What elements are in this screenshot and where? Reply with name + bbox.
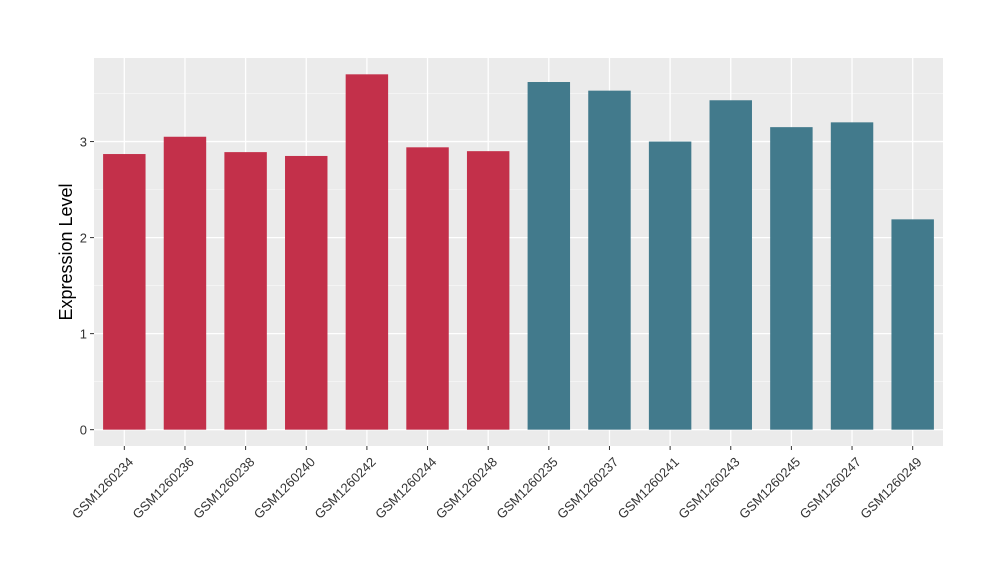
x-tick-label: GSM1260241 (615, 454, 682, 521)
bar (527, 82, 571, 430)
y-tick-label: 2 (80, 231, 87, 246)
x-tick-label: GSM1260238 (190, 454, 257, 521)
x-tick-label: GSM1260245 (736, 454, 803, 521)
x-tick-label: GSM1260234 (69, 454, 136, 521)
bar (224, 152, 267, 430)
x-tick-label: GSM1260248 (433, 454, 500, 521)
y-axis-title: Expression Level (56, 183, 76, 320)
bar (648, 141, 692, 430)
x-tick-label: GSM1260247 (797, 454, 864, 521)
x-tick-label: GSM1260244 (372, 454, 439, 521)
bar (103, 154, 146, 430)
bar (588, 90, 631, 430)
bars (103, 74, 934, 430)
bar (285, 155, 328, 430)
x-tick-label: GSM1260242 (311, 454, 378, 521)
bar (345, 74, 389, 430)
x-tick-label: GSM1260240 (251, 454, 318, 521)
x-tick-label: GSM1260236 (130, 454, 197, 521)
y-axis: 0 1 2 3 (80, 135, 94, 438)
x-tick-label: GSM1260243 (675, 454, 742, 521)
bar (466, 151, 510, 430)
bar (163, 136, 207, 430)
x-tick-label: GSM1260237 (554, 454, 621, 521)
x-tick-label: GSM1260235 (493, 454, 560, 521)
y-tick-label: 1 (80, 327, 87, 342)
bar (830, 122, 874, 430)
x-tick-label: GSM1260249 (857, 454, 924, 521)
y-tick-label: 0 (80, 423, 87, 438)
x-axis: GSM1260234GSM1260236GSM1260238GSM1260240… (69, 446, 925, 522)
y-tick-label: 3 (80, 135, 87, 150)
bar (709, 100, 752, 430)
bar (406, 147, 449, 430)
plot-panel (94, 58, 943, 446)
bar (891, 219, 934, 430)
bar (770, 127, 813, 430)
